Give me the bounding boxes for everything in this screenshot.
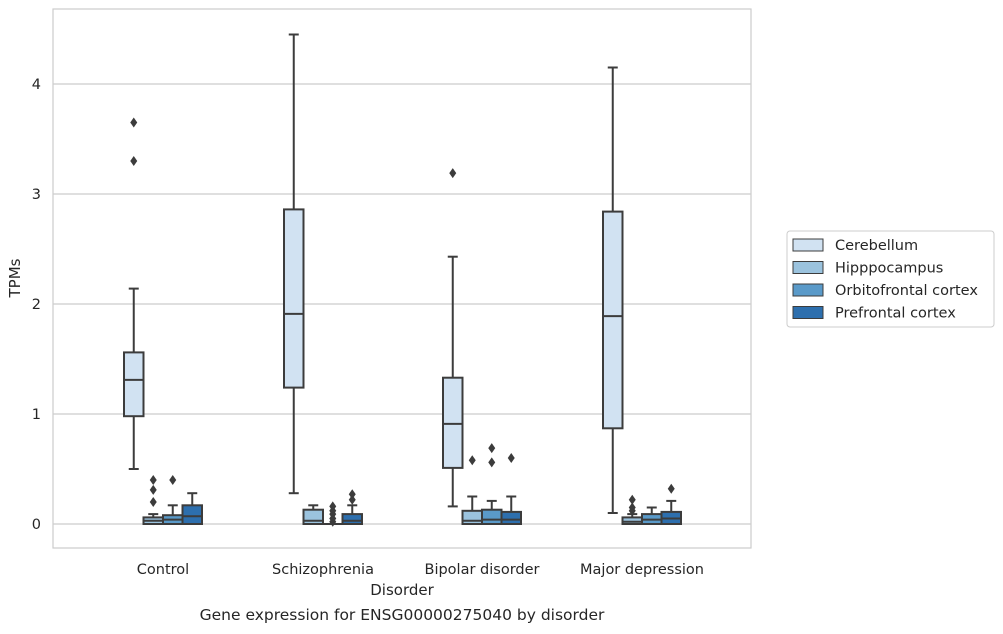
- x-tick-label: Major depression: [580, 562, 704, 578]
- outlier-point: [348, 494, 356, 505]
- x-axis-title: Disorder: [370, 581, 434, 599]
- box: [283, 33, 305, 495]
- box: [621, 494, 643, 526]
- box-iqr: [481, 508, 503, 526]
- box: [341, 489, 363, 525]
- outlier-point: [149, 497, 157, 507]
- legend-swatch: [792, 261, 824, 274]
- box-iqr: [461, 509, 483, 525]
- box: [322, 501, 344, 527]
- box-iqr: [500, 510, 522, 525]
- box: [641, 506, 663, 525]
- box: [123, 117, 145, 470]
- box-iqr: [283, 208, 305, 389]
- x-tick-label: Control: [137, 562, 189, 578]
- outlier-point: [667, 483, 675, 494]
- y-tick-label: 1: [32, 407, 41, 423]
- outlier-point: [348, 489, 356, 500]
- outlier-point: [130, 117, 138, 128]
- y-axis-title: TPMs: [6, 258, 24, 298]
- x-axis-ticks: Control Schizophrenia Bipolar disorder Majo…: [137, 562, 704, 578]
- plot-area-frame: [52, 8, 752, 549]
- figure-caption: Gene expression for ENSG00000275040 by d…: [199, 606, 605, 624]
- outlier-point: [468, 455, 476, 466]
- y-tick-label: 3: [32, 187, 41, 203]
- series-orbitofrontal-cortex: [162, 443, 663, 527]
- box: [602, 66, 624, 514]
- box-iqr: [621, 516, 643, 526]
- box-iqr: [302, 508, 324, 526]
- legend-swatch: [792, 238, 824, 252]
- box: [660, 483, 682, 525]
- series-cerebellum: [123, 33, 624, 514]
- box: [481, 443, 503, 526]
- gridlines: [53, 83, 751, 525]
- outlier-point: [507, 453, 515, 463]
- box-iqr: [123, 351, 145, 418]
- y-tick-label: 2: [32, 297, 41, 313]
- box-iqr: [442, 376, 464, 469]
- outlier-point: [149, 475, 157, 485]
- outlier-point: [449, 168, 457, 179]
- outlier-point: [628, 502, 636, 513]
- series-hipppocampus: [142, 455, 643, 526]
- box-groups: [123, 33, 682, 527]
- box: [442, 168, 464, 508]
- outlier-point: [169, 475, 177, 485]
- y-tick-label: 4: [32, 77, 41, 93]
- legend-swatch: [792, 283, 824, 297]
- box-iqr: [181, 504, 203, 525]
- outlier-point: [149, 484, 157, 495]
- outlier-point: [488, 457, 496, 468]
- legend: Cerebellum Hipppocampus Orbitofrontal cort…: [786, 230, 995, 328]
- legend-label: Cerebellum: [835, 238, 918, 254]
- legend-frame: [786, 230, 995, 328]
- outlier-point: [628, 494, 636, 505]
- box: [162, 475, 184, 526]
- box: [500, 453, 522, 525]
- x-tick-label: Schizophrenia: [272, 562, 374, 578]
- box: [181, 492, 203, 525]
- legend-label: Orbitofrontal cortex: [835, 283, 978, 299]
- legend-label: Hipppocampus: [835, 261, 943, 277]
- outlier-point: [329, 501, 337, 512]
- outlier-point: [488, 443, 496, 454]
- x-tick-label: Bipolar disorder: [425, 562, 540, 578]
- box: [461, 455, 483, 525]
- legend-swatch: [792, 306, 824, 319]
- outlier-point: [130, 156, 138, 166]
- series-prefrontal-cortex: [181, 453, 682, 525]
- y-tick-label: 0: [32, 517, 41, 533]
- legend-label: Prefrontal cortex: [835, 306, 956, 322]
- box: [142, 475, 164, 526]
- box-iqr: [341, 513, 363, 525]
- box-iqr: [602, 210, 624, 430]
- y-axis-ticks: 0 1 2 3 4: [32, 77, 41, 533]
- box: [302, 504, 324, 526]
